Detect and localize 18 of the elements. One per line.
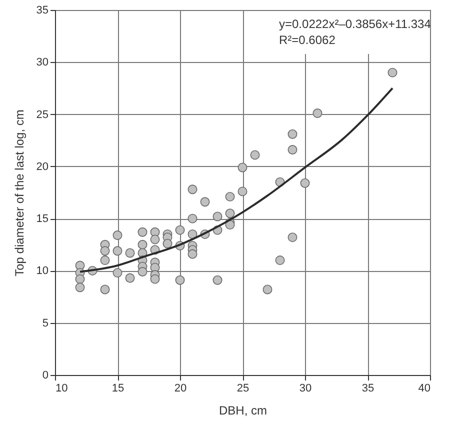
y-tick-label: 25 [36,108,48,121]
x-tick-label: 35 [362,382,374,394]
y-tick-label: 15 [36,213,48,226]
x-tick-label: 15 [112,382,124,394]
x-tick-label: 40 [418,382,430,394]
x-tick-label: 25 [236,382,250,394]
y-tick-label: 20 [36,160,48,173]
y-tick-label: 10 [36,265,48,278]
x-tick-label: 30 [299,382,312,394]
y-tick-label: 5 [42,317,48,330]
x-axis-title: DBH, cm [219,404,268,418]
x-tick-label: 10 [56,382,68,394]
y-axis-title: Top diameter of the last log, cm [12,110,26,276]
x-tick-label: 20 [174,382,187,394]
y-tick-label: 0 [42,370,48,382]
y-tick-label: 35 [36,4,48,16]
y-tick-label: 30 [36,56,48,69]
annotation: R²=0.6062 [279,33,336,47]
